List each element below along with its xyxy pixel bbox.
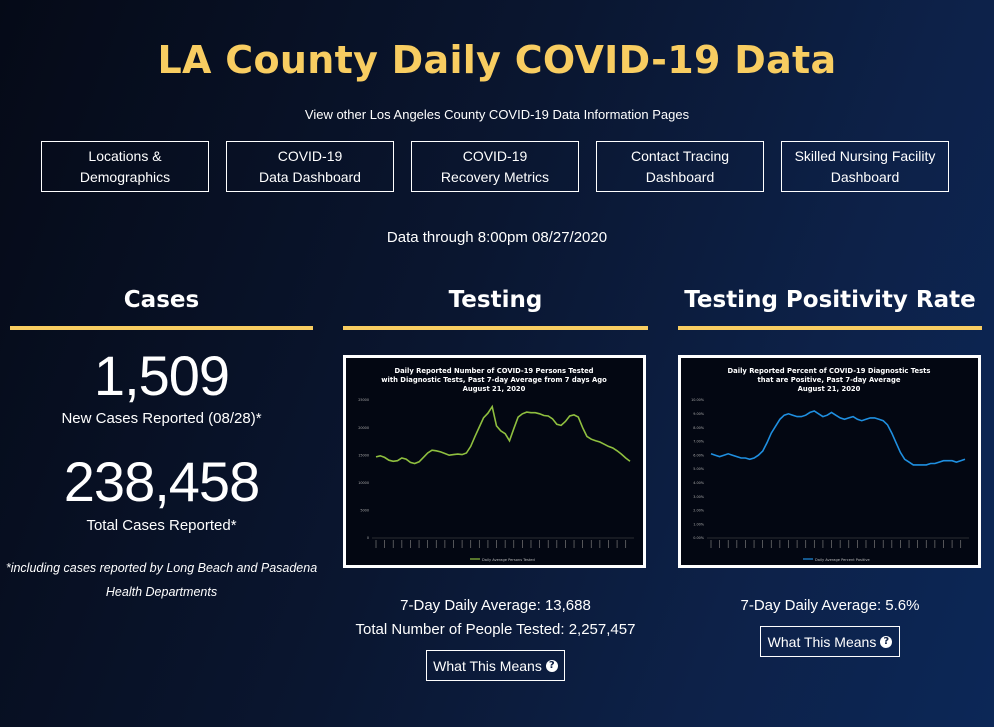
y-tick-label: 25000 [358, 398, 369, 402]
y-tick-label: 10.00% [691, 398, 705, 402]
legend-label: Daily Average Persons Tested [482, 558, 535, 562]
testing-divider [343, 326, 648, 330]
nav-label-line1: COVID-19 [277, 147, 343, 164]
y-tick-label: 0 [367, 536, 369, 540]
cases-heading: Cases [123, 287, 200, 313]
chart-title-line2: that are Positive, Past 7-day Average [758, 376, 901, 384]
testing-total: Total Number of People Tested: 2,257,457 [355, 621, 636, 638]
total-cases-label: Total Cases Reported* [86, 517, 237, 534]
footnote-line1: *including cases reported by Long Beach … [5, 561, 318, 575]
y-tick-label: 5000 [360, 509, 369, 513]
positivity-chart-svg: Daily Reported Percent of COVID-19 Diagn… [681, 358, 978, 565]
y-tick-label: 5.00% [693, 467, 705, 471]
y-tick-label: 15000 [358, 453, 369, 457]
x-axis-ticks [710, 540, 962, 548]
chart-title-line2: with Diagnostic Tests, Past 7-day Averag… [381, 376, 607, 384]
y-axis-ticks: 0 5000 10000 15000 20000 25000 [358, 398, 369, 540]
x-axis-ticks [375, 540, 627, 548]
testing-chart[interactable]: Daily Reported Number of COVID-19 Person… [343, 355, 646, 568]
nav-label-line1: Skilled Nursing Facility [794, 147, 936, 164]
nav-recovery-metrics-button[interactable]: COVID-19 Recovery Metrics [411, 141, 579, 192]
nav-label-line2: Dashboard [830, 168, 900, 185]
data-through-text: Data through 8:00pm 08/27/2020 [386, 229, 608, 246]
y-axis-ticks: 0.00% 1.00% 2.00% 3.00% 4.00% 5.00% 6.00% 7.00%… [691, 398, 705, 540]
y-tick-label: 8.00% [693, 426, 705, 430]
y-tick-label: 3.00% [693, 495, 705, 499]
positivity-chart[interactable]: Daily Reported Percent of COVID-19 Diagn… [678, 355, 981, 568]
nav-locations-demographics-button[interactable]: Locations & Demographics [41, 141, 209, 192]
testing-chart-svg: Daily Reported Number of COVID-19 Person… [346, 358, 643, 565]
chart-title-line1: Daily Reported Number of COVID-19 Person… [394, 367, 593, 375]
y-tick-label: 20000 [358, 426, 369, 430]
new-cases-label: New Cases Reported (08/28)* [61, 410, 262, 427]
y-tick-label: 1.00% [693, 522, 705, 526]
new-cases-value: 1,509 [93, 344, 230, 407]
series-line-percent-positive [710, 410, 966, 466]
series-line-persons-tested [375, 404, 631, 465]
positivity-average: 7-Day Daily Average: 5.6% [740, 597, 920, 614]
y-tick-label: 6.00% [693, 453, 705, 457]
nav-data-dashboard-button[interactable]: COVID-19 Data Dashboard [226, 141, 394, 192]
positivity-divider [678, 326, 982, 330]
testing-average: 7-Day Daily Average: 13,688 [400, 597, 591, 614]
chart-background [681, 358, 978, 565]
subtitle-link[interactable]: View other Los Angeles County COVID-19 D… [304, 107, 690, 122]
y-tick-label: 10000 [358, 481, 369, 485]
nav-label-line1: Contact Tracing [630, 147, 730, 164]
positivity-what-this-means-button[interactable]: What This Means ? [760, 626, 900, 657]
nav-label-line2: Demographics [79, 168, 171, 185]
chart-subtitle: August 21, 2020 [463, 385, 526, 393]
nav-skilled-nursing-button[interactable]: Skilled Nursing Facility Dashboard [781, 141, 949, 192]
testing-what-this-means-button[interactable]: What This Means ? [426, 650, 565, 681]
nav-label-line1: Locations & [88, 147, 162, 164]
nav-label-line2: Dashboard [645, 168, 715, 185]
y-tick-label: 2.00% [693, 509, 705, 513]
y-tick-label: 9.00% [693, 412, 705, 416]
total-cases-value: 238,458 [63, 450, 260, 513]
y-tick-label: 7.00% [693, 440, 705, 444]
nav-label-line1: COVID-19 [462, 147, 528, 164]
nav-label-line2: Recovery Metrics [440, 168, 550, 185]
chart-title-line1: Daily Reported Percent of COVID-19 Diagn… [728, 367, 931, 375]
cases-divider [10, 326, 313, 330]
positivity-heading: Testing Positivity Rate [684, 287, 976, 313]
testing-heading: Testing [448, 287, 543, 313]
question-circle-icon: ? [545, 659, 558, 672]
chart-subtitle: August 21, 2020 [798, 385, 861, 393]
cases-footnote: *including cases reported by Long Beach … [5, 556, 318, 604]
y-tick-label: 0.00% [693, 536, 705, 540]
footnote-line2: Health Departments [105, 585, 218, 599]
nav-contact-tracing-button[interactable]: Contact Tracing Dashboard [596, 141, 764, 192]
nav-label-line2: Data Dashboard [259, 168, 361, 185]
y-tick-label: 4.00% [693, 481, 705, 485]
page-title: LA County Daily COVID-19 Data [157, 38, 837, 82]
button-label: What This Means [767, 633, 877, 650]
legend-label: Daily Average Percent Positive [815, 558, 870, 562]
question-circle-icon: ? [880, 635, 893, 648]
button-label: What This Means [433, 657, 542, 674]
